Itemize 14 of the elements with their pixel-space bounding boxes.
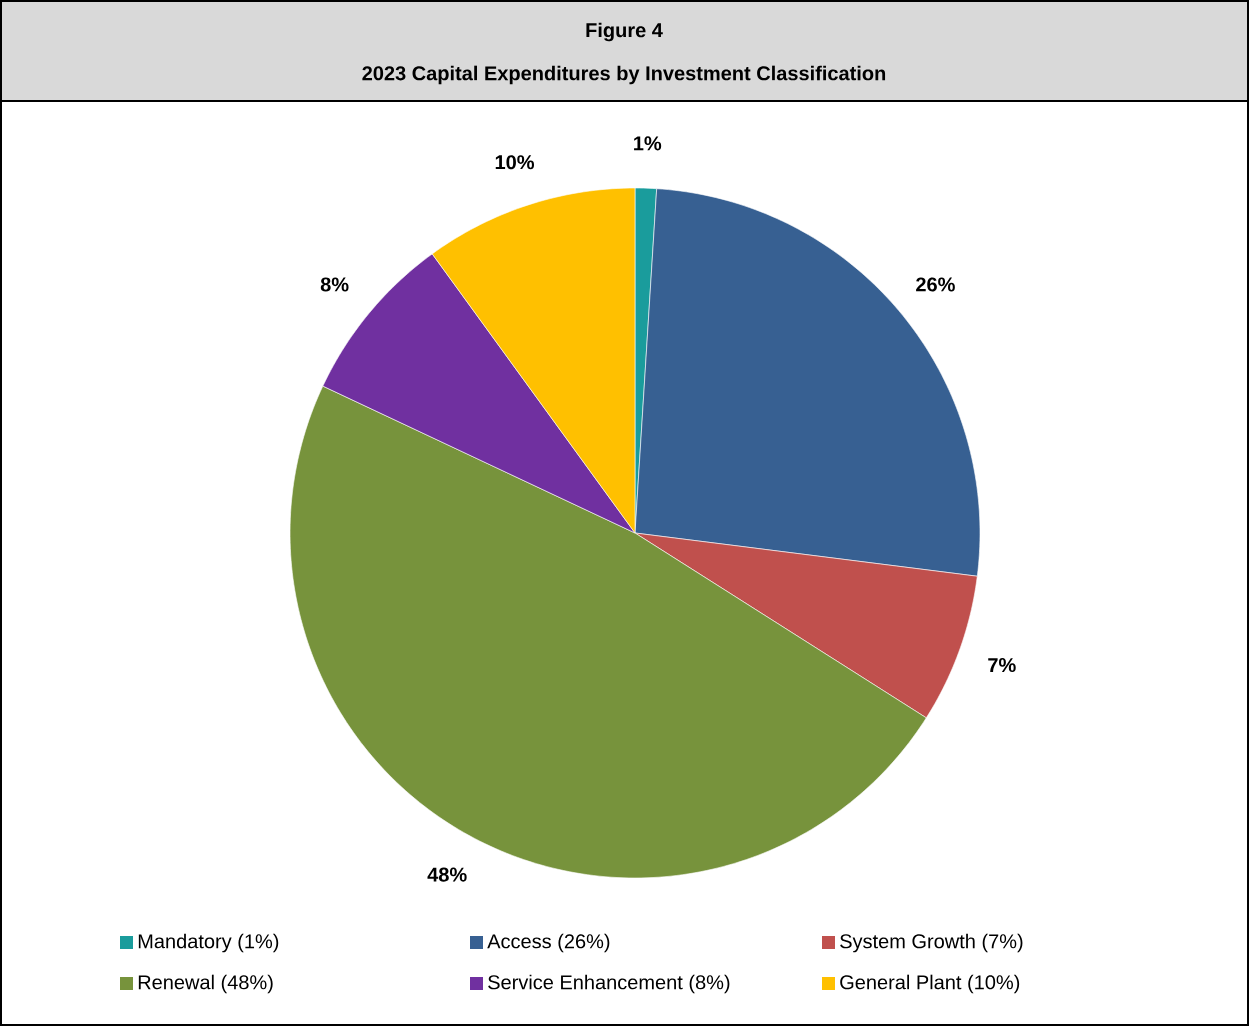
data-label: 1% [634, 136, 662, 151]
chart-title: Figure 4 [586, 22, 663, 42]
legend-label: Access (26%) [487, 933, 610, 953]
legend-label: Service Enhancement (8%) [488, 974, 730, 994]
data-label: 7% [988, 658, 1016, 673]
data-label: 8% [320, 277, 349, 292]
data-label: 26% [916, 277, 955, 292]
chart-subtitle: 2023 Capital Expenditures by Investment Classification [362, 65, 886, 85]
data-label: 10% [495, 155, 535, 170]
legend-label: General Plant (10%) [840, 974, 1020, 994]
legend-label: Mandatory (1%) [138, 933, 279, 953]
legend-label: Renewal (48%) [138, 974, 273, 994]
legend-label: System Growth (7%) [840, 933, 1023, 953]
data-label: 48% [427, 867, 467, 882]
